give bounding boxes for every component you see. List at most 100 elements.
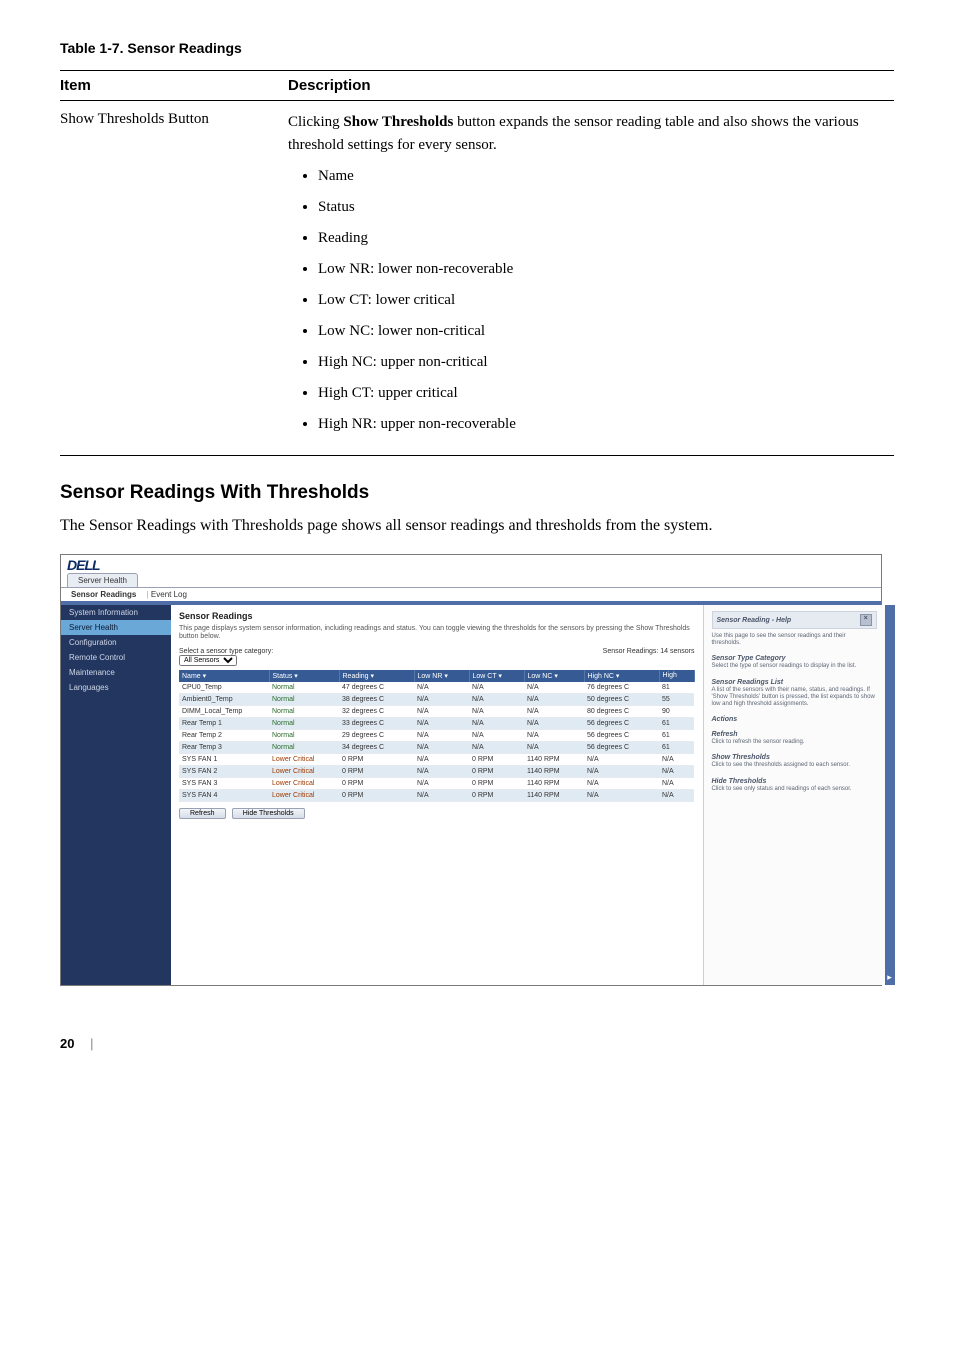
- table-cell: 29 degrees C: [339, 729, 414, 741]
- help-block-title: Refresh: [712, 731, 877, 738]
- bullet: Name: [318, 166, 886, 187]
- tab-server-health[interactable]: Server Health: [67, 573, 138, 587]
- table-cell: 61: [659, 729, 694, 741]
- panel-desc: This page displays system sensor informa…: [179, 625, 695, 642]
- help-block: Sensor Readings ListA list of the sensor…: [712, 679, 877, 709]
- sensor-category-select[interactable]: All Sensors: [179, 655, 237, 666]
- table-cell: 1140 RPM: [524, 765, 584, 777]
- table-cell: N/A: [414, 729, 469, 741]
- readings-count: Sensor Readings: 14 sensors: [603, 648, 695, 655]
- readings-col-header[interactable]: Low NR ▾: [414, 670, 469, 682]
- hide-thresholds-button[interactable]: Hide Thresholds: [232, 808, 305, 819]
- help-header: Sensor Reading - Help ×: [712, 611, 877, 629]
- table-cell: 81: [659, 682, 694, 694]
- refresh-button[interactable]: Refresh: [179, 808, 226, 819]
- sidebar-item-languages[interactable]: Languages: [61, 680, 171, 695]
- table-cell: 32 degrees C: [339, 705, 414, 717]
- table-cell: Ambient0_Temp: [179, 693, 269, 705]
- table-cell: N/A: [469, 693, 524, 705]
- table-cell: Lower Critical: [269, 789, 339, 801]
- table-cell: 33 degrees C: [339, 717, 414, 729]
- help-block: RefreshClick to refresh the sensor readi…: [712, 731, 877, 746]
- table-cell: SYS FAN 4: [179, 789, 269, 801]
- table-cell: Lower Critical: [269, 753, 339, 765]
- scroll-arrow-icon: ▸: [885, 972, 895, 985]
- table-cell: N/A: [659, 777, 694, 789]
- readings-table: Name ▾Status ▾Reading ▾Low NR ▾Low CT ▾L…: [179, 670, 695, 802]
- table-row: SYS FAN 2Lower Critical0 RPMN/A0 RPM1140…: [179, 765, 694, 777]
- table-cell: Normal: [269, 741, 339, 753]
- bullet: Status: [318, 197, 886, 218]
- table-cell: N/A: [414, 777, 469, 789]
- table-cell: Normal: [269, 717, 339, 729]
- table-cell: 38 degrees C: [339, 693, 414, 705]
- readings-col-header[interactable]: Low NC ▾: [524, 670, 584, 682]
- table-cell: 0 RPM: [339, 753, 414, 765]
- readings-col-header[interactable]: Status ▾: [269, 670, 339, 682]
- table-cell: 1140 RPM: [524, 753, 584, 765]
- table-cell: N/A: [469, 682, 524, 694]
- readings-col-header[interactable]: Low CT ▾: [469, 670, 524, 682]
- table-cell: 61: [659, 717, 694, 729]
- readings-col-header[interactable]: Name ▾: [179, 670, 269, 682]
- table-cell: Normal: [269, 693, 339, 705]
- desc-bullets: Name Status Reading Low NR: lower non-re…: [288, 166, 886, 435]
- table-cell: Lower Critical: [269, 765, 339, 777]
- table-cell: Rear Temp 3: [179, 741, 269, 753]
- sub-bar: Sensor Readings | Event Log: [61, 587, 881, 601]
- sidebar-item-configuration[interactable]: Configuration: [61, 635, 171, 650]
- table-row: DIMM_Local_TempNormal32 degrees CN/AN/AN…: [179, 705, 694, 717]
- help-block-text: A list of the sensors with their name, s…: [712, 687, 877, 709]
- dell-logo: DELL: [61, 555, 881, 573]
- table-cell: N/A: [469, 705, 524, 717]
- sidebar-item-remote-control[interactable]: Remote Control: [61, 650, 171, 665]
- table-cell: N/A: [414, 789, 469, 801]
- table-cell: N/A: [524, 705, 584, 717]
- help-block-title: Hide Thresholds: [712, 778, 877, 785]
- readings-col-header[interactable]: High NC ▾: [584, 670, 659, 682]
- scrollbar[interactable]: ▸: [885, 605, 895, 985]
- help-block-text: Click to see only status and readings of…: [712, 786, 877, 793]
- page-number: 20: [60, 1036, 74, 1051]
- sidebar-item-maintenance[interactable]: Maintenance: [61, 665, 171, 680]
- help-close-icon[interactable]: ×: [860, 614, 872, 626]
- subtab-event-log[interactable]: Event Log: [151, 590, 187, 599]
- table-cell: N/A: [414, 682, 469, 694]
- table-cell: 61: [659, 741, 694, 753]
- sidebar-item-server-health[interactable]: Server Health: [61, 620, 171, 635]
- table-cell: N/A: [414, 753, 469, 765]
- table-cell: 0 RPM: [469, 777, 524, 789]
- table-cell: N/A: [584, 777, 659, 789]
- sensor-readings-screenshot: DELL Server Health Sensor Readings | Eve…: [60, 554, 882, 986]
- help-block: Sensor Type CategorySelect the type of s…: [712, 655, 877, 670]
- table-cell: N/A: [414, 693, 469, 705]
- table-cell: DIMM_Local_Temp: [179, 705, 269, 717]
- help-intro: Use this page to see the sensor readings…: [712, 633, 877, 647]
- subtab-sensor-readings[interactable]: Sensor Readings: [71, 590, 136, 599]
- help-block: Show ThresholdsClick to see the threshol…: [712, 754, 877, 769]
- table-cell: Normal: [269, 705, 339, 717]
- readings-col-header[interactable]: High: [659, 670, 694, 682]
- table-cell: N/A: [524, 717, 584, 729]
- help-panel: Sensor Reading - Help × Use this page to…: [704, 605, 885, 985]
- sensor-readings-table: Item Description Show Thresholds Button …: [60, 70, 894, 456]
- bullet: Reading: [318, 228, 886, 249]
- table-row: SYS FAN 1Lower Critical0 RPMN/A0 RPM1140…: [179, 753, 694, 765]
- table-cell: 76 degrees C: [584, 682, 659, 694]
- table-cell: N/A: [659, 789, 694, 801]
- help-block-title: Show Thresholds: [712, 754, 877, 761]
- table-cell: 80 degrees C: [584, 705, 659, 717]
- section-body: The Sensor Readings with Thresholds page…: [60, 514, 894, 538]
- help-block: Hide ThresholdsClick to see only status …: [712, 778, 877, 793]
- table-row: Rear Temp 2Normal29 degrees CN/AN/AN/A56…: [179, 729, 694, 741]
- top-tabs: Server Health: [61, 573, 881, 587]
- sidebar-item-system-information[interactable]: System Information: [61, 605, 171, 620]
- table-cell: Rear Temp 2: [179, 729, 269, 741]
- table-caption: Table 1-7. Sensor Readings: [60, 40, 894, 56]
- table-cell: 90: [659, 705, 694, 717]
- readings-col-header[interactable]: Reading ▾: [339, 670, 414, 682]
- table-row: Rear Temp 1Normal33 degrees CN/AN/AN/A56…: [179, 717, 694, 729]
- panel-title: Sensor Readings: [179, 611, 695, 621]
- table-cell: 0 RPM: [469, 765, 524, 777]
- table-cell: 0 RPM: [469, 753, 524, 765]
